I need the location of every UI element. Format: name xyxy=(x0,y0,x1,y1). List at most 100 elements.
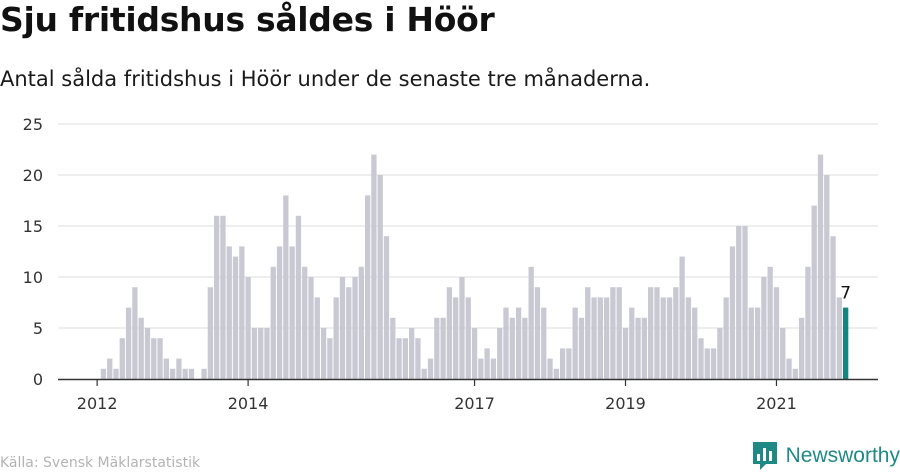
bar xyxy=(698,338,704,379)
bar xyxy=(648,287,654,379)
bar xyxy=(453,297,459,379)
x-tick-label: 2021 xyxy=(756,394,797,413)
bar xyxy=(258,328,264,379)
bar xyxy=(805,266,811,379)
bar xyxy=(339,277,346,379)
bar xyxy=(666,297,673,379)
bar xyxy=(214,215,220,379)
bar xyxy=(239,246,245,379)
highlight-value-label: 7 xyxy=(840,284,851,304)
bar xyxy=(723,297,729,379)
y-tick-label: 25 xyxy=(23,115,43,134)
bar xyxy=(717,328,723,379)
bar xyxy=(553,368,559,379)
bar xyxy=(704,348,710,379)
bar xyxy=(352,277,358,379)
bar xyxy=(541,307,547,379)
bar xyxy=(773,287,780,379)
bar xyxy=(522,317,528,379)
bar xyxy=(402,338,409,379)
bar xyxy=(635,317,641,379)
bar xyxy=(201,368,207,379)
bar xyxy=(107,358,113,379)
bar xyxy=(364,195,371,379)
bar xyxy=(685,297,692,379)
bar xyxy=(559,348,566,379)
bar xyxy=(421,368,427,379)
bar xyxy=(151,338,157,379)
bar xyxy=(534,287,541,379)
bar-chart: 0 5 10 15 20 25 7 2012 2014 2017 2019 2021 xyxy=(23,115,878,413)
bar xyxy=(786,358,792,379)
bar xyxy=(754,307,761,379)
bar xyxy=(251,328,258,379)
bar xyxy=(572,307,578,379)
chart-subtitle: Antal sålda fritidshus i Höör under de s… xyxy=(0,67,651,91)
bar xyxy=(283,195,289,379)
y-tick-label: 5 xyxy=(33,319,43,338)
bar xyxy=(415,338,421,379)
bar xyxy=(798,317,805,379)
bar xyxy=(182,368,188,379)
bar xyxy=(302,266,308,379)
bar xyxy=(836,297,843,379)
bar xyxy=(471,328,478,379)
y-tick-label: 0 xyxy=(33,370,43,389)
newsworthy-logo-icon xyxy=(752,442,777,470)
bar xyxy=(736,226,742,379)
bar xyxy=(585,287,591,379)
bar xyxy=(660,297,666,379)
bar xyxy=(276,246,283,379)
source-note: Källa: Svensk Mäklarstatistik xyxy=(0,455,201,471)
bar xyxy=(761,277,767,379)
bar xyxy=(138,317,144,379)
bar xyxy=(446,287,453,379)
bar xyxy=(113,368,119,379)
bar xyxy=(327,338,333,379)
x-tick-label: 2017 xyxy=(454,394,495,413)
bar xyxy=(371,154,377,379)
bar xyxy=(710,348,717,379)
bar xyxy=(427,358,434,379)
bar xyxy=(748,307,754,379)
bar xyxy=(610,287,616,379)
bar xyxy=(780,328,786,379)
brand-name: Newsworthy xyxy=(785,444,900,467)
bar xyxy=(346,287,352,379)
bar xyxy=(163,358,169,379)
bar xyxy=(383,236,390,379)
bar xyxy=(314,297,320,379)
bar xyxy=(465,297,471,379)
bar xyxy=(434,317,440,379)
bar xyxy=(144,328,151,379)
chart-title: Sju fritidshus såldes i Höör xyxy=(0,0,495,39)
bar xyxy=(176,358,182,379)
bar xyxy=(742,226,748,379)
bar xyxy=(817,154,824,379)
bar xyxy=(490,358,497,379)
bar xyxy=(692,307,698,379)
bar xyxy=(509,317,515,379)
bar xyxy=(358,266,364,379)
bar xyxy=(497,328,503,379)
bar xyxy=(264,328,270,379)
bar xyxy=(824,175,830,379)
bar xyxy=(220,215,226,379)
bar xyxy=(409,328,415,379)
bar xyxy=(320,328,327,379)
bar xyxy=(157,338,163,379)
bar xyxy=(333,297,339,379)
bar xyxy=(654,287,660,379)
bar xyxy=(377,175,383,379)
x-tick-label: 2014 xyxy=(228,394,269,413)
bar xyxy=(289,246,295,379)
bar xyxy=(459,277,465,379)
bar xyxy=(169,368,176,379)
bar xyxy=(125,307,132,379)
bar xyxy=(811,205,817,379)
x-tick-label: 2019 xyxy=(605,394,646,413)
bar xyxy=(767,266,773,379)
brand-logo: Newsworthy xyxy=(752,440,900,472)
y-tick-label: 20 xyxy=(23,166,43,185)
bar xyxy=(629,307,635,379)
